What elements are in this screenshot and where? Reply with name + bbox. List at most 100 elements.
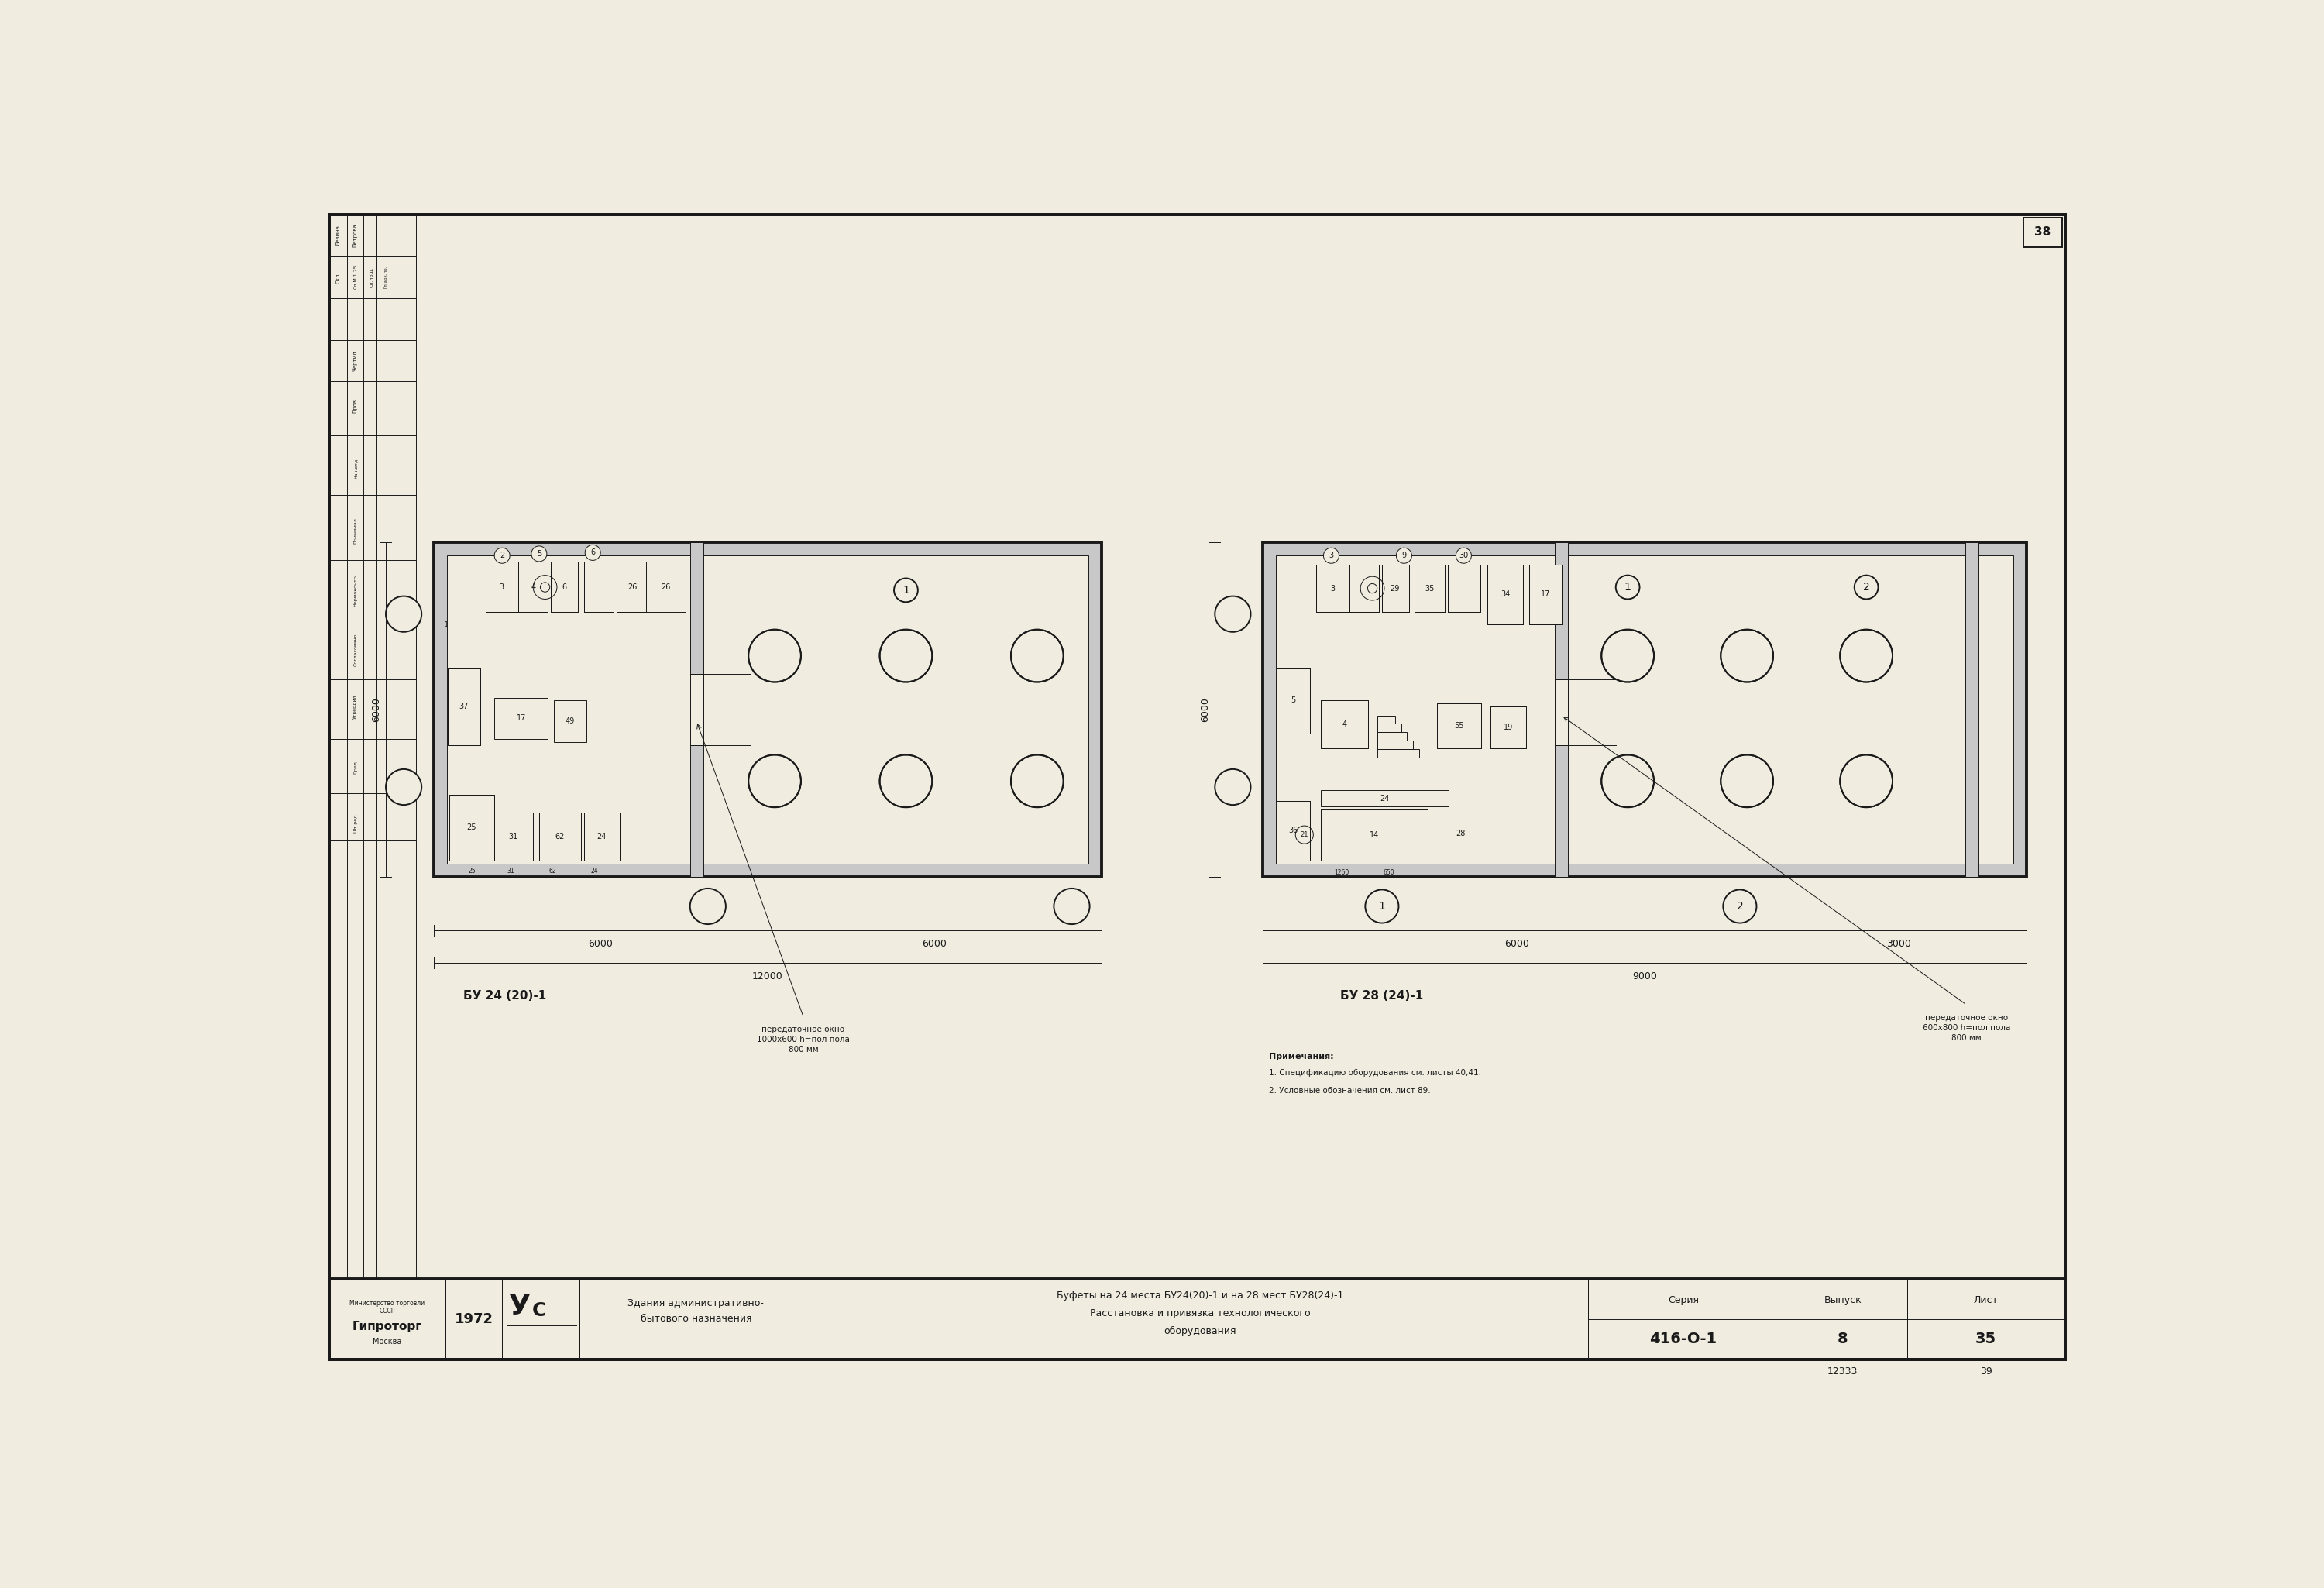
Text: передаточное окно
600х800 h=пол пола
800 мм: передаточное окно 600х800 h=пол пола 800… — [1922, 1013, 2010, 1042]
Text: 26: 26 — [660, 583, 669, 591]
Text: 25: 25 — [467, 824, 476, 832]
Text: 2. Условные обозначения см. лист 89.: 2. Условные обозначения см. лист 89. — [1269, 1088, 1429, 1094]
Text: 1: 1 — [1624, 581, 1631, 592]
Text: Принимал: Принимал — [353, 518, 358, 543]
Bar — [495, 813, 532, 861]
Text: 21: 21 — [1301, 831, 1308, 838]
Circle shape — [1455, 548, 1471, 564]
Circle shape — [586, 545, 600, 561]
Text: 30: 30 — [1459, 551, 1469, 559]
Text: оборудования: оборудования — [1164, 1326, 1236, 1336]
Text: Сл.пр.ц.: Сл.пр.ц. — [370, 267, 374, 287]
Text: 6000: 6000 — [372, 697, 381, 723]
Text: 4: 4 — [1341, 721, 1346, 729]
Text: 6000: 6000 — [588, 939, 614, 948]
Text: Петрова: Петрова — [353, 224, 358, 248]
Text: 2460: 2460 — [1580, 610, 1597, 618]
Text: 24: 24 — [597, 832, 607, 840]
Bar — [583, 813, 621, 861]
Text: 5: 5 — [1290, 697, 1294, 705]
Circle shape — [881, 629, 932, 683]
Text: Гл.арх.пр.: Гл.арх.пр. — [383, 265, 388, 289]
Bar — [1490, 707, 1527, 748]
Bar — [1378, 740, 1413, 750]
Text: Гипроторг: Гипроторг — [353, 1321, 423, 1332]
Text: 39: 39 — [1980, 1367, 1992, 1377]
Text: Лист: Лист — [1973, 1294, 1999, 1305]
Bar — [1378, 750, 1420, 757]
Bar — [1415, 565, 1446, 613]
Bar — [1320, 789, 1448, 807]
Text: 12333: 12333 — [1827, 1367, 1857, 1377]
Text: 29: 29 — [1390, 584, 1399, 592]
Bar — [1315, 565, 1350, 613]
Circle shape — [386, 769, 421, 805]
Bar — [539, 813, 581, 861]
Text: 17: 17 — [516, 715, 525, 723]
Bar — [1320, 810, 1427, 861]
Text: Шт.ред.: Шт.ред. — [353, 813, 358, 834]
Text: У: У — [509, 1294, 530, 1320]
Circle shape — [1215, 769, 1250, 805]
Bar — [1383, 565, 1408, 613]
Text: 3: 3 — [1329, 551, 1334, 559]
Bar — [1529, 565, 1562, 624]
Text: 31: 31 — [509, 832, 518, 840]
Circle shape — [1720, 629, 1773, 683]
Circle shape — [690, 888, 725, 924]
Text: Буфеты на 24 места БУ24(20)-1 и на 28 мест БУ28(24)-1: Буфеты на 24 места БУ24(20)-1 и на 28 ме… — [1057, 1289, 1343, 1301]
Text: Выпуск: Выпуск — [1824, 1294, 1862, 1305]
Text: 37: 37 — [460, 702, 469, 710]
Circle shape — [881, 754, 932, 807]
Circle shape — [1364, 889, 1399, 923]
Text: 3: 3 — [500, 583, 504, 591]
Bar — [449, 667, 481, 745]
Bar — [690, 673, 704, 745]
Bar — [1778, 1278, 1906, 1359]
Text: 5: 5 — [537, 549, 541, 557]
Bar — [518, 562, 548, 613]
Circle shape — [1841, 754, 1892, 807]
Bar — [449, 794, 495, 861]
Text: бытового назначения: бытового назначения — [641, 1313, 751, 1324]
Bar — [1448, 565, 1480, 613]
Text: 2: 2 — [1736, 900, 1743, 912]
Text: 1: 1 — [902, 584, 909, 596]
Text: 24: 24 — [1380, 794, 1390, 802]
Text: Расстановка и привязка технологического: Расстановка и привязка технологического — [1090, 1309, 1311, 1318]
Text: 1. Спецификацию оборудования см. листы 40,41.: 1. Спецификацию оборудования см. листы 4… — [1269, 1069, 1480, 1077]
Circle shape — [1720, 754, 1773, 807]
Circle shape — [748, 629, 802, 683]
Circle shape — [1215, 596, 1250, 632]
Bar — [1490, 707, 1527, 748]
Bar — [579, 1278, 813, 1359]
Circle shape — [1397, 548, 1411, 564]
Text: 3000: 3000 — [1887, 939, 1910, 948]
Text: передаточное окно
1000х600 h=пол пола
800 мм: передаточное окно 1000х600 h=пол пола 80… — [758, 1026, 851, 1054]
Bar — [330, 214, 416, 1278]
Text: 25: 25 — [467, 867, 476, 875]
Text: 6000: 6000 — [1199, 697, 1211, 723]
Text: Чертил: Чертил — [353, 351, 358, 372]
Circle shape — [1011, 754, 1064, 807]
Bar — [1315, 565, 1350, 613]
Text: 6000: 6000 — [1504, 939, 1529, 948]
Bar — [690, 543, 704, 877]
Bar — [1529, 565, 1562, 624]
Bar — [616, 562, 648, 613]
Text: Здания административно-: Здания административно- — [627, 1297, 765, 1309]
Bar — [1320, 700, 1369, 748]
Bar — [1383, 565, 1408, 613]
Text: 62: 62 — [548, 867, 555, 875]
Text: 36: 36 — [1287, 827, 1297, 834]
Text: 38: 38 — [2033, 227, 2050, 238]
Bar — [1555, 543, 1569, 877]
Text: 26: 26 — [627, 583, 637, 591]
Bar — [583, 562, 614, 613]
Bar — [330, 1278, 446, 1359]
Bar — [1350, 565, 1378, 613]
Text: Утвердил: Утвердил — [353, 694, 358, 719]
Text: 2: 2 — [500, 551, 504, 559]
Text: Примечания:: Примечания: — [1269, 1053, 1334, 1061]
Text: 35: 35 — [1975, 1331, 1996, 1347]
